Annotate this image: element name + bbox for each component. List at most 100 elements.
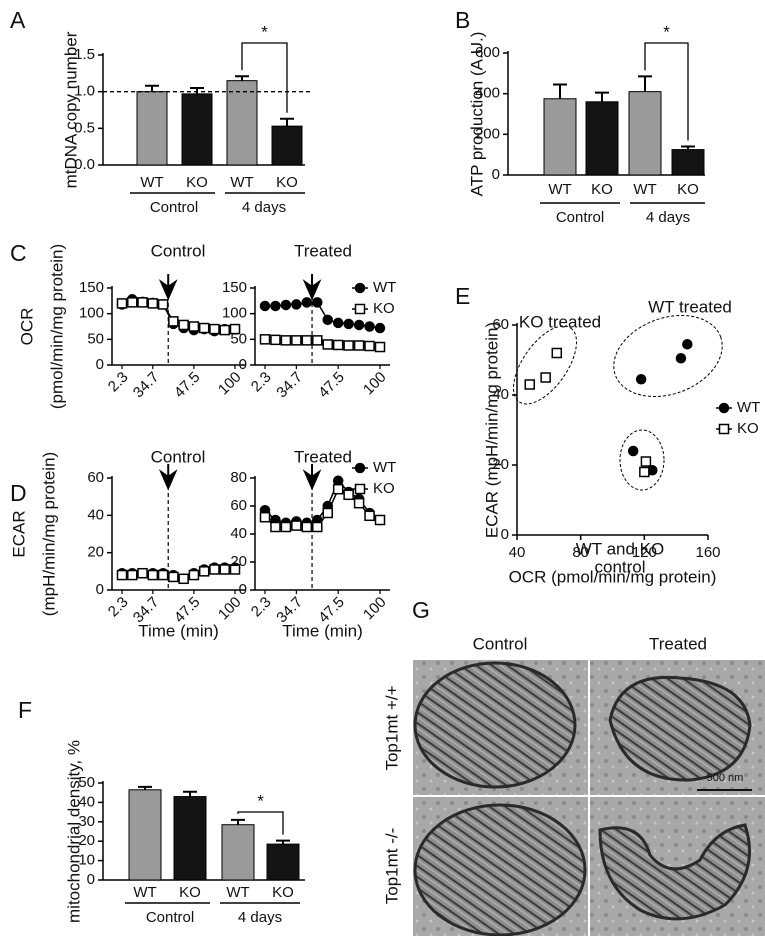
y-tick-label: 60 xyxy=(87,469,104,486)
column-label: Treated xyxy=(649,634,707,653)
error-bar xyxy=(280,117,294,127)
point xyxy=(259,511,271,523)
group-label: 4 days xyxy=(238,909,282,926)
x-tick-label: 2.3 xyxy=(105,369,132,396)
y-tick-label: 200 xyxy=(475,125,500,142)
x-tick-label: 34.7 xyxy=(273,369,306,402)
point xyxy=(280,299,292,311)
bar xyxy=(628,91,662,176)
legend-label: KO xyxy=(373,300,395,317)
point xyxy=(332,475,344,487)
x-tick-label: KO xyxy=(276,174,298,191)
panel-letter: A xyxy=(10,7,26,33)
legend-marker xyxy=(354,282,366,294)
y-axis-label: OCR xyxy=(17,308,36,346)
significance-bracket xyxy=(241,42,288,113)
bar xyxy=(221,824,255,881)
legend-marker xyxy=(718,402,730,414)
x-tick-label: WT xyxy=(226,884,249,901)
injection-arrow xyxy=(158,274,178,301)
panel-letter: B xyxy=(455,7,470,33)
point xyxy=(127,297,138,308)
x-tick-label: WT xyxy=(140,174,163,191)
error-bar xyxy=(183,790,197,797)
point xyxy=(353,497,365,509)
point xyxy=(524,379,535,390)
point xyxy=(675,353,687,364)
panel-title: Control xyxy=(151,241,206,260)
point xyxy=(332,483,344,495)
x-tick-label: WT xyxy=(133,884,156,901)
injection-arrow xyxy=(302,274,322,301)
point xyxy=(219,324,230,336)
point xyxy=(639,466,650,478)
bar xyxy=(173,796,207,881)
group-label: Control xyxy=(556,209,604,226)
legend-marker xyxy=(718,423,730,435)
point xyxy=(364,321,375,332)
legend-label: WT xyxy=(373,279,396,296)
y-tick-label: 400 xyxy=(475,85,500,102)
error-bar xyxy=(638,75,652,92)
point xyxy=(364,340,375,352)
x-tick-label: WT xyxy=(548,181,571,198)
x-axis-label: Time (min) xyxy=(138,621,219,640)
point xyxy=(374,514,386,526)
bar xyxy=(543,98,577,176)
y-tick-label: 20 xyxy=(78,832,95,849)
point xyxy=(198,566,210,577)
x-tick-label: KO xyxy=(677,181,699,198)
point xyxy=(229,323,241,335)
panel-letter: D xyxy=(10,480,27,506)
y-tick-label: 0.5 xyxy=(74,119,95,136)
x-tick-label: KO xyxy=(186,174,208,191)
error-bar xyxy=(138,785,152,790)
panel-letter: E xyxy=(455,283,470,309)
point xyxy=(198,322,210,334)
annotation: WT and KO xyxy=(576,539,665,558)
group-label: Control xyxy=(150,199,198,216)
x-tick-label: 2.3 xyxy=(248,594,275,621)
bar xyxy=(181,93,213,166)
legend-label: KO xyxy=(737,420,759,437)
y-axis-label: mitochondrial density, % xyxy=(64,740,83,923)
point xyxy=(116,569,128,581)
point xyxy=(209,323,220,335)
y-tick-label: 20 xyxy=(492,456,509,473)
point xyxy=(157,299,169,310)
y-tick-label: 40 xyxy=(78,793,95,810)
point xyxy=(229,564,241,575)
legend-marker xyxy=(354,303,366,315)
point xyxy=(178,319,189,331)
y-tick-label: 50 xyxy=(230,330,247,347)
error-bar xyxy=(681,145,695,150)
group-outline xyxy=(513,325,577,405)
point xyxy=(301,297,313,308)
y-tick-label: 0.0 xyxy=(74,156,95,173)
y-tick-label: 50 xyxy=(87,330,104,347)
x-tick-label: 100 xyxy=(215,369,245,399)
point xyxy=(280,521,292,533)
panel-letter: C xyxy=(10,240,27,266)
annotation: control xyxy=(594,557,645,576)
point xyxy=(147,298,159,309)
significance-bracket xyxy=(644,42,689,141)
point xyxy=(259,300,271,312)
x-tick-label: KO xyxy=(591,181,613,198)
significance-label: * xyxy=(257,791,264,810)
x-tick-label: 47.5 xyxy=(171,369,204,402)
bar xyxy=(671,149,705,176)
point xyxy=(322,507,333,519)
group-outline xyxy=(613,314,723,398)
y-tick-label: 0 xyxy=(87,871,95,888)
point xyxy=(312,521,323,533)
legend-label: WT xyxy=(737,399,760,416)
y-tick-label: 150 xyxy=(222,279,247,296)
panel-letter: G xyxy=(412,597,430,623)
y-tick-label: 0 xyxy=(492,166,500,183)
error-bar xyxy=(231,818,245,825)
point xyxy=(343,318,354,330)
annotation: KO treated xyxy=(519,312,601,331)
panel-title: Treated xyxy=(294,241,352,260)
y-tick-label: 600 xyxy=(475,44,500,61)
